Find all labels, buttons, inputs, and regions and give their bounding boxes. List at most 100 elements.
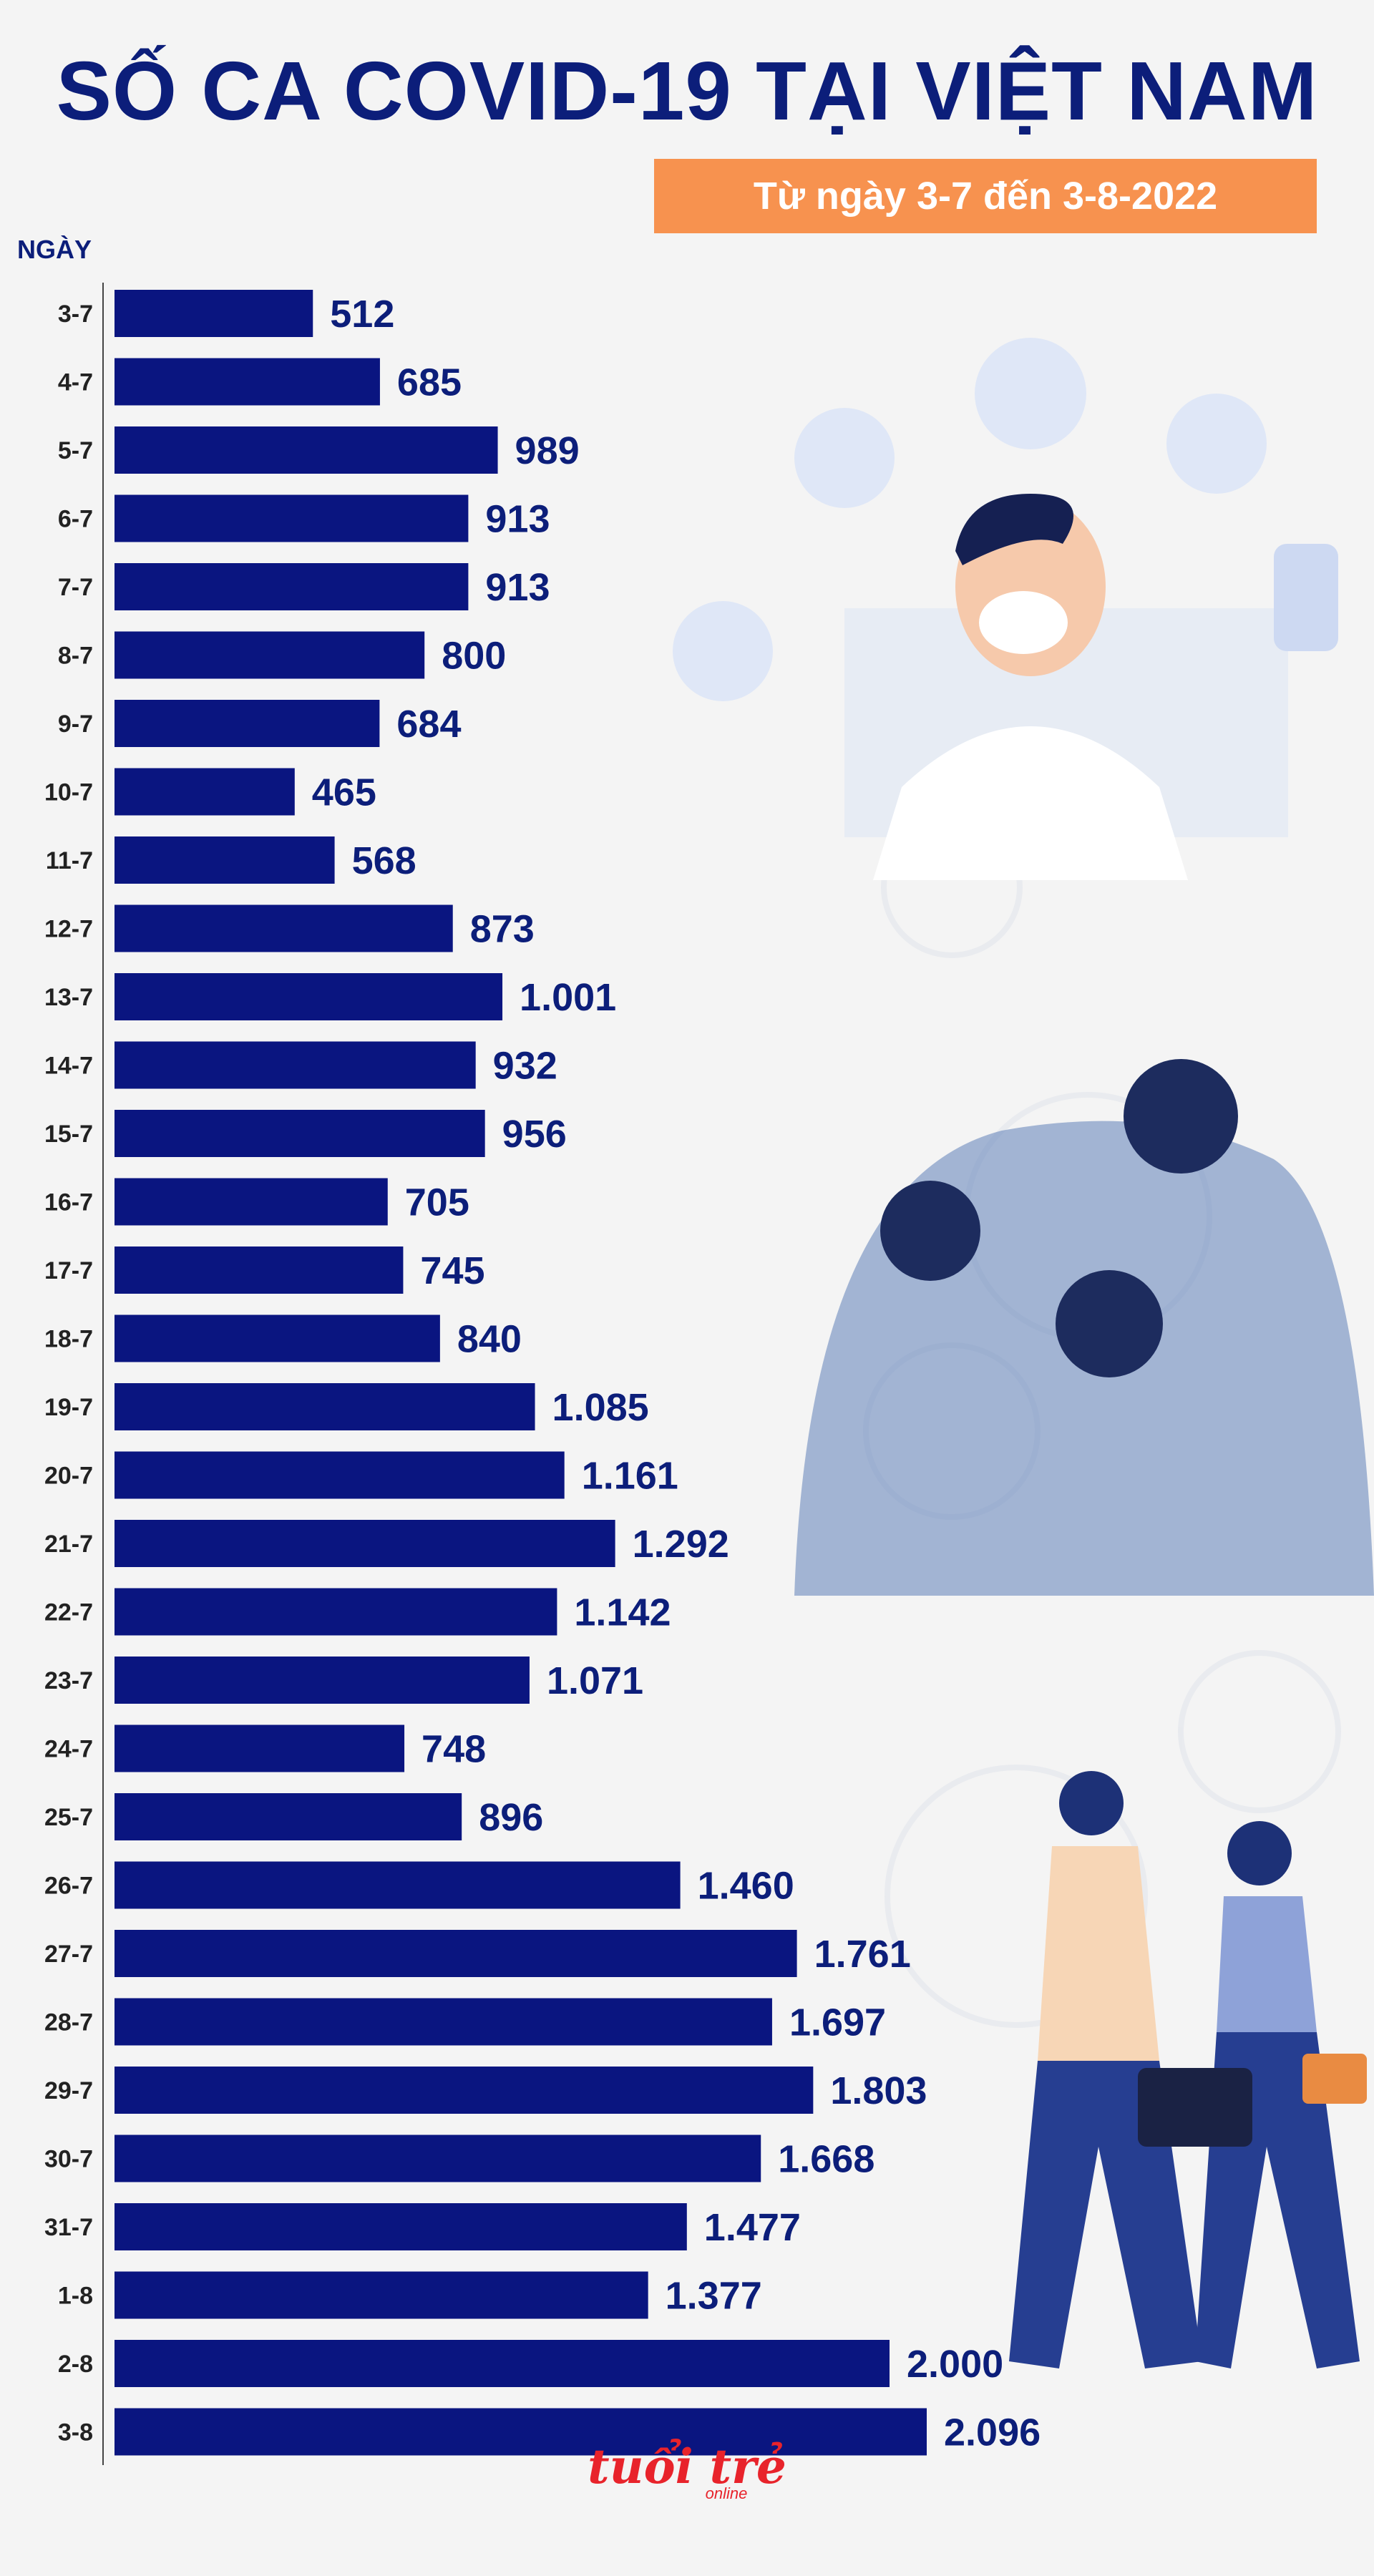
value-label: 1.142 [574,1591,671,1634]
category-label: 7-7 [58,574,93,601]
bar [114,494,469,542]
value-label: 800 [442,635,506,678]
bar [114,1657,530,1704]
logo-subtext: online [705,2484,748,2502]
bar [114,1178,388,1226]
value-label: 989 [515,429,580,472]
bar [114,700,380,747]
bar [114,1383,535,1430]
category-label: 6-7 [58,506,93,533]
bar [114,1520,615,1567]
value-label: 913 [485,566,550,609]
value-label: 932 [493,1045,557,1088]
bar [114,2408,927,2456]
category-label: 25-7 [44,1804,93,1831]
bar [114,1930,797,1977]
category-label: 5-7 [58,437,93,464]
bar [114,358,380,406]
value-label: 745 [420,1249,484,1292]
bar [114,973,503,1020]
page-title: SỐ CA COVID-19 TẠI VIỆT NAM [56,44,1318,137]
category-label: 3-7 [58,301,93,328]
category-label: 9-7 [58,711,93,738]
date-range-badge: Từ ngày 3-7 đến 3-8-2022 [654,159,1317,233]
category-label: 12-7 [44,916,93,943]
value-label: 1.377 [666,2275,762,2318]
value-label: 685 [397,361,462,404]
value-label: 913 [485,498,550,541]
category-label: 26-7 [44,1873,93,1900]
category-label: 28-7 [44,2009,93,2036]
bar [114,2135,761,2182]
category-label: 3-8 [58,2419,93,2446]
value-label: 1.292 [633,1523,729,1566]
value-label: 1.697 [789,2001,886,2044]
bar [114,1724,405,1772]
walking-couple-illustration [1009,1771,1367,2368]
category-label: 16-7 [44,1189,93,1216]
value-label: 1.460 [698,1865,794,1908]
bar [114,563,469,610]
value-label: 748 [422,1728,486,1771]
value-label: 1.085 [552,1386,649,1429]
bar [114,1861,681,1909]
doctor-illustration [844,494,1288,880]
bar [114,1110,485,1157]
category-label: 30-7 [44,2146,93,2173]
bar [114,904,453,952]
category-label: 10-7 [44,779,93,806]
value-label: 2.000 [907,2343,1003,2386]
logo-text: tuổi trẻ [588,2439,786,2494]
user-circles [673,338,1338,701]
category-label: 17-7 [44,1257,93,1284]
value-label: 1.161 [582,1455,678,1498]
bar [114,1314,440,1362]
category-label: 18-7 [44,1326,93,1353]
value-label: 956 [502,1113,567,1156]
value-label: 1.668 [778,2138,874,2181]
category-label: 19-7 [44,1394,93,1421]
value-label: 1.477 [704,2206,801,2249]
category-label: 31-7 [44,2214,93,2241]
category-label: 23-7 [44,1667,93,1694]
bar [114,2203,687,2250]
value-label: 896 [479,1796,543,1839]
value-label: 568 [352,839,416,882]
bar [114,1998,772,2046]
category-label: 14-7 [44,1053,93,1080]
crowd-illustration [794,1059,1374,1596]
bar [114,1041,476,1089]
value-label: 465 [312,771,376,814]
category-label: 15-7 [44,1121,93,1148]
bar [114,1588,557,1636]
bar [114,2340,890,2387]
bar [114,1451,565,1499]
value-label: 684 [396,703,461,746]
category-label: 4-7 [58,369,93,396]
category-label: 1-8 [58,2283,93,2310]
bar [114,290,313,337]
category-label: 2-8 [58,2351,93,2378]
bar [114,2067,814,2114]
value-label: 705 [405,1181,469,1224]
category-label: 24-7 [44,1736,93,1763]
bar-chart: 3-7 512 4-7 685 5-7 989 6-7 913 7-7 913 8-7 800 9-7 6… [44,283,1041,2465]
value-label: 2.096 [944,2411,1041,2454]
value-label: 1.001 [520,976,616,1019]
category-label: 21-7 [44,1531,93,1558]
bar [114,836,335,884]
category-label: 27-7 [44,1941,93,1968]
bar [114,2271,648,2319]
category-label: 13-7 [44,984,93,1011]
value-label: 512 [330,293,394,336]
value-label: 1.761 [814,1933,911,1976]
bar [114,426,498,474]
value-label: 1.071 [547,1659,643,1702]
bar [114,1793,462,1840]
bar [114,631,425,679]
bar [114,1246,404,1294]
value-label: 1.803 [830,2069,927,2112]
bar [114,768,295,816]
value-label: 873 [470,908,535,951]
